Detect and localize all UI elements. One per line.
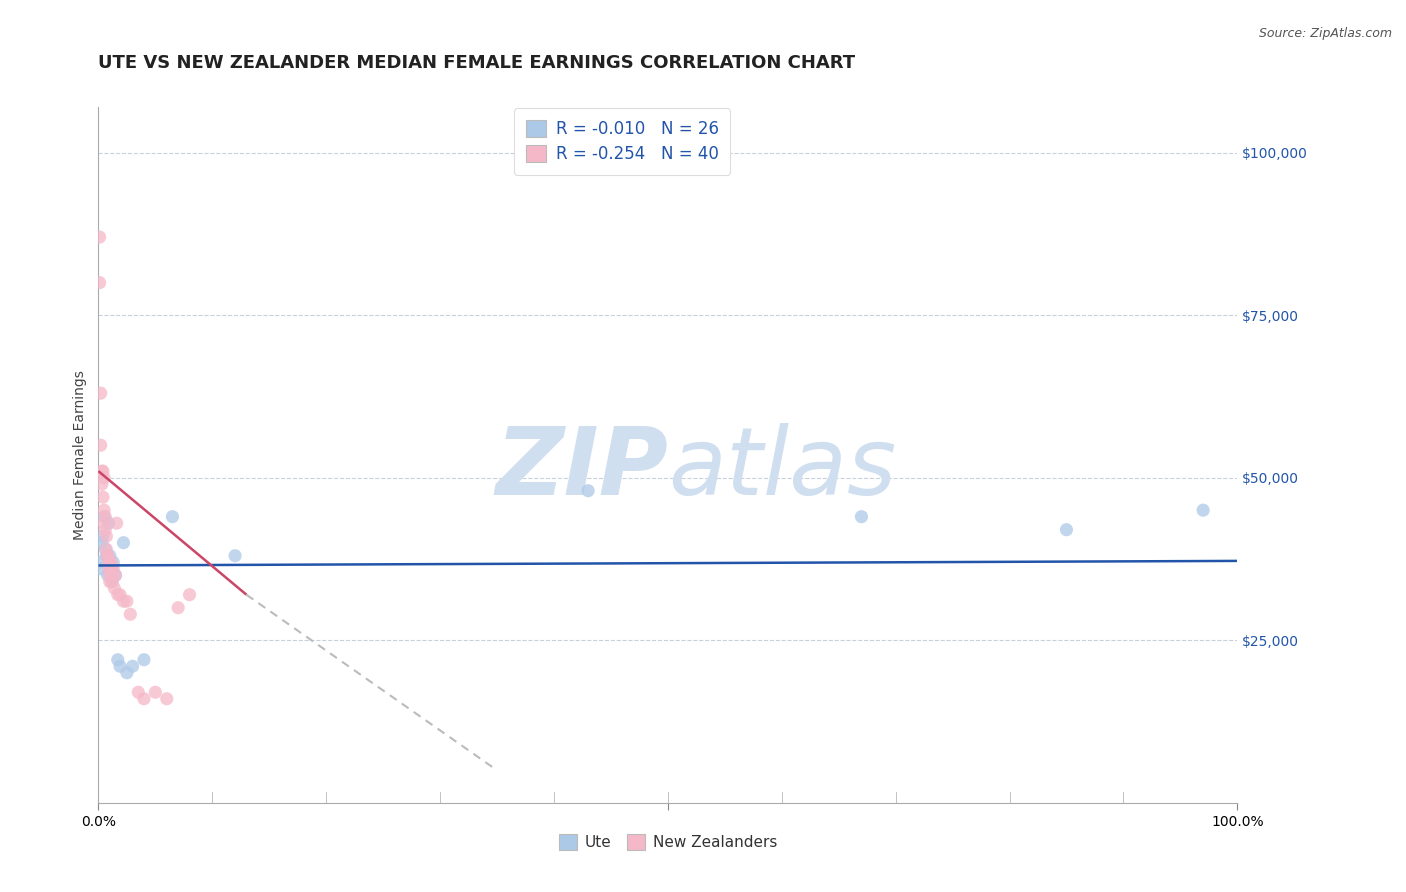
Point <box>94 542 117 557</box>
Point <box>162 509 184 524</box>
Point <box>96 549 118 563</box>
Text: UTE VS NEW ZEALANDER MEDIAN FEMALE EARNINGS CORRELATION CHART: UTE VS NEW ZEALANDER MEDIAN FEMALE EARNI… <box>98 54 855 71</box>
Point <box>90 535 112 549</box>
Point <box>576 483 599 498</box>
Text: atlas: atlas <box>668 424 896 515</box>
Point <box>91 490 114 504</box>
Point <box>107 588 129 602</box>
Point <box>103 555 125 569</box>
Point <box>156 691 179 706</box>
Point <box>851 509 873 524</box>
Point <box>115 665 138 680</box>
Point <box>90 438 112 452</box>
Point <box>101 574 124 589</box>
Point <box>115 594 138 608</box>
Point <box>98 549 121 563</box>
Point <box>132 653 155 667</box>
Legend: Ute, New Zealanders: Ute, New Zealanders <box>551 827 785 858</box>
Point <box>94 509 117 524</box>
Point <box>96 568 118 582</box>
Point <box>96 549 118 563</box>
Point <box>98 555 121 569</box>
Point <box>120 607 142 622</box>
Point <box>89 276 111 290</box>
Point <box>97 516 120 531</box>
Point <box>121 659 143 673</box>
Point <box>94 523 117 537</box>
Point <box>97 562 120 576</box>
Point <box>98 574 121 589</box>
Point <box>90 477 112 491</box>
Point <box>90 464 112 478</box>
Point <box>103 562 125 576</box>
Point <box>167 600 190 615</box>
Point <box>93 509 115 524</box>
Point <box>127 685 149 699</box>
Point <box>1192 503 1215 517</box>
Point <box>108 659 131 673</box>
Point <box>112 594 135 608</box>
Point <box>89 230 111 244</box>
Point <box>104 568 127 582</box>
Point <box>90 386 112 401</box>
Text: ZIP: ZIP <box>495 423 668 515</box>
Point <box>89 555 111 569</box>
Y-axis label: Median Female Earnings: Median Female Earnings <box>73 370 87 540</box>
Point <box>96 529 118 543</box>
Point <box>112 535 135 549</box>
Text: Source: ZipAtlas.com: Source: ZipAtlas.com <box>1258 27 1392 40</box>
Point <box>100 555 122 569</box>
Point <box>98 568 121 582</box>
Point <box>107 653 129 667</box>
Point <box>93 503 115 517</box>
Point <box>132 691 155 706</box>
Point <box>90 562 112 576</box>
Point <box>103 581 125 595</box>
Point <box>145 685 167 699</box>
Point <box>91 529 114 543</box>
Point <box>93 471 115 485</box>
Point <box>104 568 127 582</box>
Point <box>101 562 124 576</box>
Point <box>105 516 128 531</box>
Point <box>91 464 114 478</box>
Point <box>101 574 124 589</box>
Point <box>97 555 120 569</box>
Point <box>96 549 118 563</box>
Point <box>1054 523 1078 537</box>
Point <box>224 549 246 563</box>
Point <box>179 588 201 602</box>
Point <box>100 562 122 576</box>
Point <box>93 516 115 531</box>
Point <box>96 542 118 557</box>
Point <box>108 588 131 602</box>
